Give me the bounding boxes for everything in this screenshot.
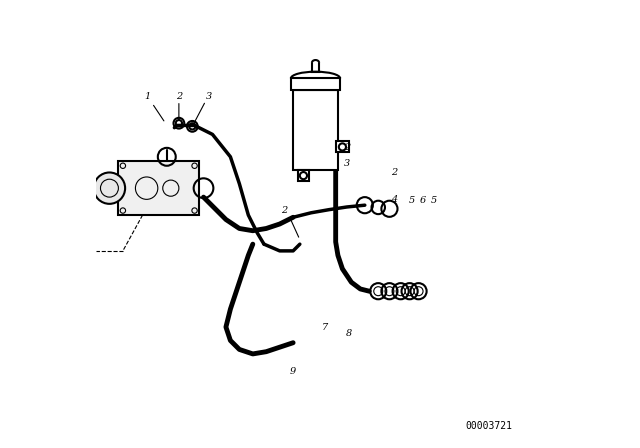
Text: 8: 8 (346, 329, 352, 338)
Text: 00003721: 00003721 (466, 421, 513, 431)
Bar (291, 78, 340, 90)
Text: 1: 1 (145, 92, 150, 101)
Text: 9: 9 (290, 367, 296, 376)
Bar (336, 141, 349, 152)
Text: 2: 2 (344, 143, 350, 152)
Text: 5: 5 (409, 196, 415, 205)
Text: 5: 5 (431, 196, 437, 205)
Text: 6: 6 (420, 196, 426, 205)
Text: 2: 2 (391, 168, 397, 177)
Text: 2: 2 (176, 92, 182, 101)
Bar (118, 161, 199, 215)
Text: 3: 3 (344, 159, 350, 168)
Circle shape (93, 172, 125, 204)
Text: 2: 2 (281, 206, 287, 215)
Text: 4: 4 (391, 195, 397, 204)
Bar (293, 90, 338, 170)
Bar (298, 170, 309, 181)
Text: 3: 3 (206, 92, 212, 101)
Text: 7: 7 (321, 323, 328, 332)
